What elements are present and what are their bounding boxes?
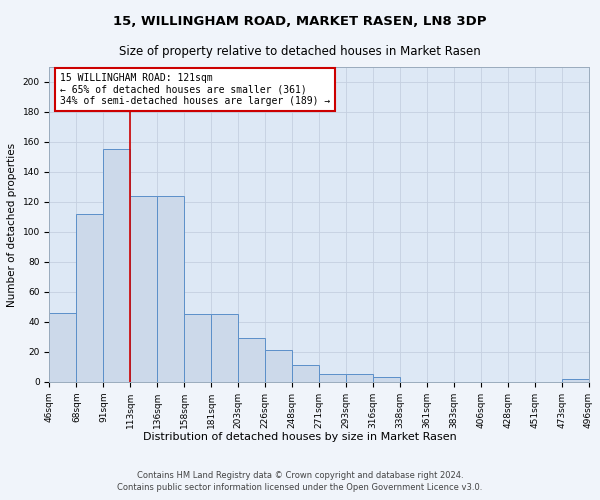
Bar bbox=[49, 313, 76, 382]
Text: 15 WILLINGHAM ROAD: 121sqm
← 65% of detached houses are smaller (361)
34% of sem: 15 WILLINGHAM ROAD: 121sqm ← 65% of deta… bbox=[60, 73, 331, 106]
Bar bbox=[211, 314, 238, 382]
Text: Distribution of detached houses by size in Market Rasen: Distribution of detached houses by size … bbox=[143, 432, 457, 442]
Bar bbox=[76, 214, 103, 382]
Text: Size of property relative to detached houses in Market Rasen: Size of property relative to detached ho… bbox=[119, 45, 481, 58]
Bar bbox=[184, 314, 211, 382]
Bar bbox=[346, 374, 373, 382]
Bar bbox=[265, 350, 292, 382]
Bar bbox=[373, 378, 400, 382]
Text: Contains HM Land Registry data © Crown copyright and database right 2024.: Contains HM Land Registry data © Crown c… bbox=[137, 471, 463, 480]
Bar bbox=[130, 196, 157, 382]
Bar bbox=[562, 379, 589, 382]
Bar bbox=[292, 366, 319, 382]
Y-axis label: Number of detached properties: Number of detached properties bbox=[7, 142, 17, 306]
Bar bbox=[319, 374, 346, 382]
Text: 15, WILLINGHAM ROAD, MARKET RASEN, LN8 3DP: 15, WILLINGHAM ROAD, MARKET RASEN, LN8 3… bbox=[113, 15, 487, 28]
Text: Contains public sector information licensed under the Open Government Licence v3: Contains public sector information licen… bbox=[118, 484, 482, 492]
Bar bbox=[157, 196, 184, 382]
Bar bbox=[238, 338, 265, 382]
Bar bbox=[103, 150, 130, 382]
